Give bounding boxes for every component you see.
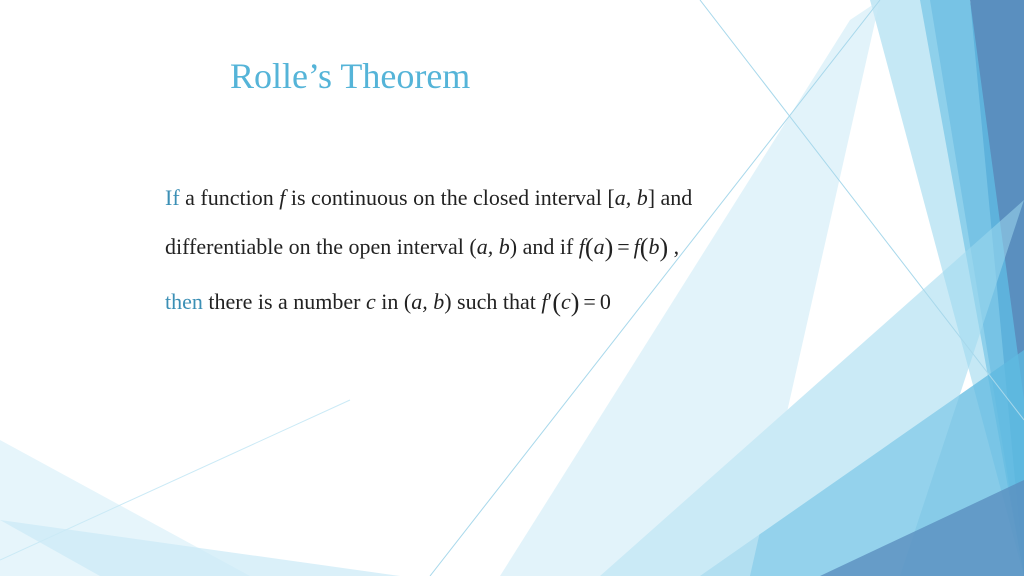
text: a function (180, 185, 280, 210)
text: ] and (648, 185, 693, 210)
lparen: ( (585, 233, 594, 262)
rparen: ) (605, 233, 614, 262)
slide: Rolle’s Theorem If a function f is conti… (0, 0, 1024, 576)
var-c: c (366, 289, 376, 314)
text: ) and if (510, 234, 579, 259)
keyword-then: then (165, 289, 203, 314)
equals: = (579, 289, 599, 314)
theorem-line-1: If a function f is continuous on the clo… (165, 175, 845, 221)
b: b (648, 234, 659, 259)
text: , (668, 234, 679, 259)
theorem-line-2: differentiable on the open interval (a, … (165, 221, 845, 276)
text: in ( (376, 289, 411, 314)
equals: = (613, 234, 633, 259)
interval-ab: a, b (615, 185, 648, 210)
eq-fprime-c-zero: f′(c)=0 (541, 289, 610, 314)
interval-ab: a, b (411, 289, 444, 314)
lparen: ( (552, 288, 561, 317)
slide-title: Rolle’s Theorem (230, 55, 470, 97)
text: ) such that (444, 289, 541, 314)
c: c (561, 289, 571, 314)
a: a (594, 234, 605, 259)
text: there is a number (203, 289, 366, 314)
text: differentiable on the open interval ( (165, 234, 477, 259)
keyword-if: If (165, 185, 180, 210)
slide-body: If a function f is continuous on the clo… (165, 175, 845, 330)
rparen: ) (659, 233, 668, 262)
text: is continuous on the closed interval [ (285, 185, 614, 210)
interval-ab: a, b (477, 234, 510, 259)
theorem-line-3: then there is a number c in (a, b) such … (165, 276, 845, 331)
zero: 0 (600, 289, 611, 314)
eq-fa-eq-fb: f(a)=f(b) (579, 234, 668, 259)
